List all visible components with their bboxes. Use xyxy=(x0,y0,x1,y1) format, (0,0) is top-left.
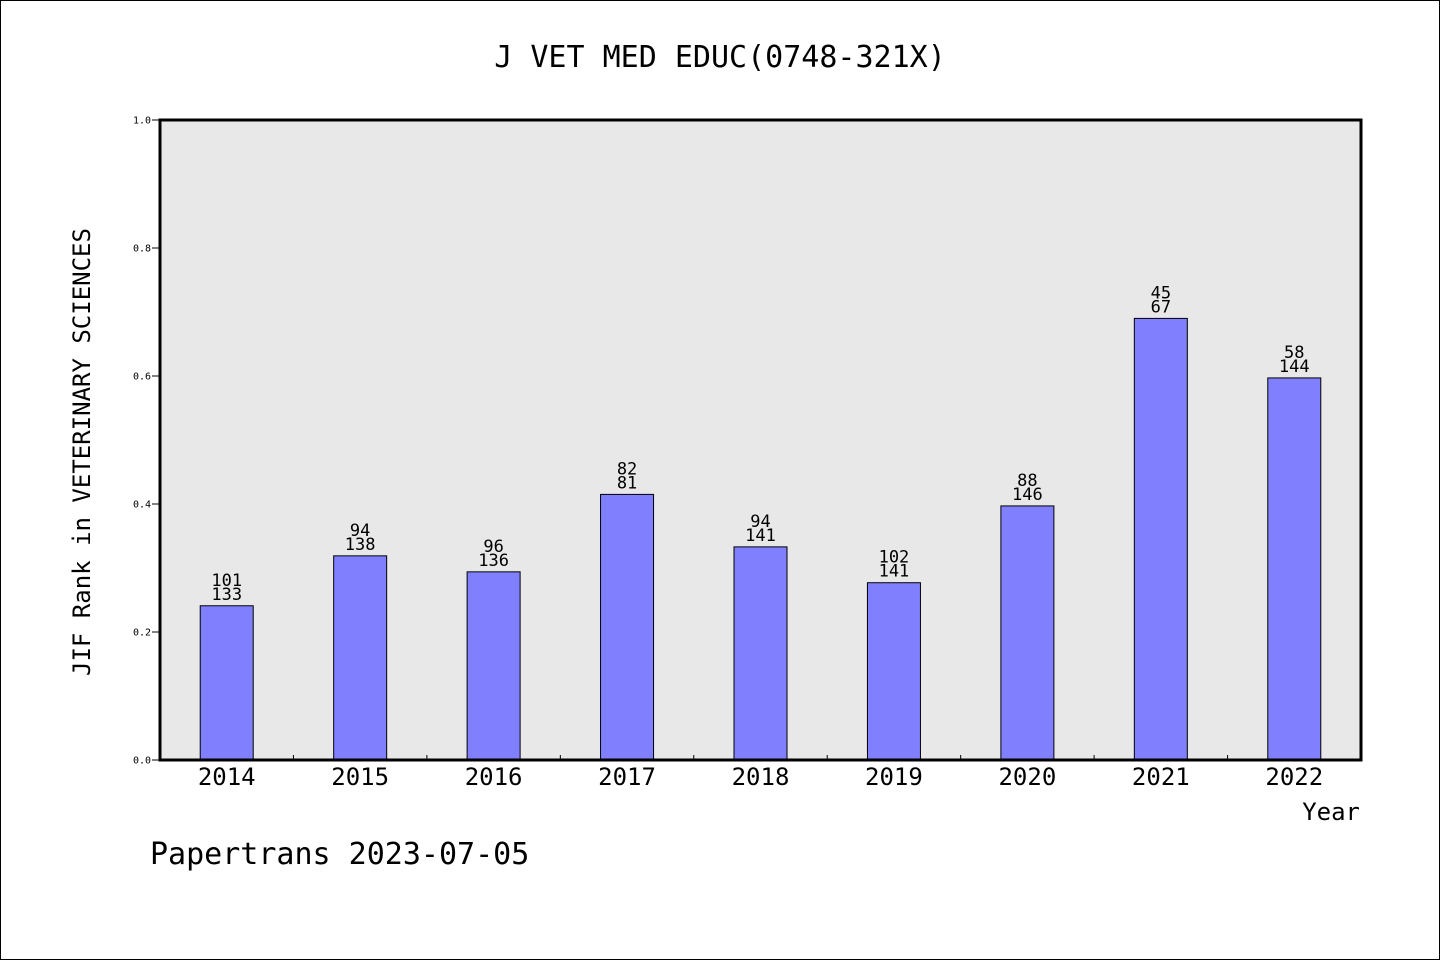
footer-credit: Papertrans 2023-07-05 xyxy=(150,837,529,872)
bar-label-total: 136 xyxy=(478,551,509,571)
bar-label-total: 81 xyxy=(617,473,637,493)
bar-label-total: 133 xyxy=(211,585,242,605)
y-tick-label: 1.0 xyxy=(133,116,151,127)
x-tick-label: 2021 xyxy=(1132,763,1190,791)
x-tick-label: 2018 xyxy=(732,763,790,791)
y-tick-label: 0.6 xyxy=(133,372,151,383)
bar xyxy=(866,582,921,761)
bar xyxy=(466,571,521,761)
bar-label-total: 144 xyxy=(1279,357,1310,377)
bar-label-total: 138 xyxy=(345,535,376,555)
y-tick-label: 0.0 xyxy=(133,756,151,767)
bar-label-total: 141 xyxy=(879,562,910,582)
bar-label-rank: 94 xyxy=(350,521,370,541)
bar-label-rank: 82 xyxy=(617,459,637,479)
bar-label-rank: 45 xyxy=(1151,283,1171,303)
bar-label-rank: 58 xyxy=(1284,343,1304,363)
plot-border xyxy=(158,118,1363,762)
x-tick-label: 2019 xyxy=(865,763,923,791)
x-tick-label: 2015 xyxy=(331,763,389,791)
x-tick-label: 2016 xyxy=(465,763,523,791)
y-tick-label: 0.2 xyxy=(133,628,151,639)
bar xyxy=(1267,377,1322,761)
x-axis-label: Year xyxy=(1302,798,1360,826)
bar-label-rank: 102 xyxy=(879,548,910,568)
y-axis-label: JIF Rank in VETERINARY SCIENCES xyxy=(68,228,96,676)
x-tick-label: 2017 xyxy=(598,763,656,791)
bar xyxy=(199,605,254,761)
bar-label-total: 146 xyxy=(1012,485,1043,505)
bar xyxy=(733,546,788,761)
bar-label-rank: 88 xyxy=(1017,471,1037,491)
x-axis: 2014 2015 2016 2017 2018 2019 2020 2021 2022 xyxy=(198,755,1323,791)
bar-label-total: 141 xyxy=(745,526,776,546)
x-tick-label: 2022 xyxy=(1265,763,1323,791)
y-tick-label: 0.4 xyxy=(133,500,151,511)
bar-label-rank: 96 xyxy=(483,537,503,557)
bar-label-rank: 94 xyxy=(750,512,770,532)
bar xyxy=(333,555,388,761)
bar xyxy=(1000,505,1055,761)
x-tick-label: 2020 xyxy=(998,763,1056,791)
bars xyxy=(199,317,1322,761)
bar-label-total: 67 xyxy=(1151,297,1171,317)
bar xyxy=(600,493,655,761)
x-tick-label: 2014 xyxy=(198,763,256,791)
bar-label-rank: 101 xyxy=(211,571,242,591)
y-tick-label: 0.8 xyxy=(133,244,151,255)
y-axis: 0.0 0.2 0.4 0.6 0.8 1.0 xyxy=(133,116,160,767)
chart-title: J VET MED EDUC(0748-321X) xyxy=(494,40,946,75)
bar xyxy=(1133,317,1188,761)
